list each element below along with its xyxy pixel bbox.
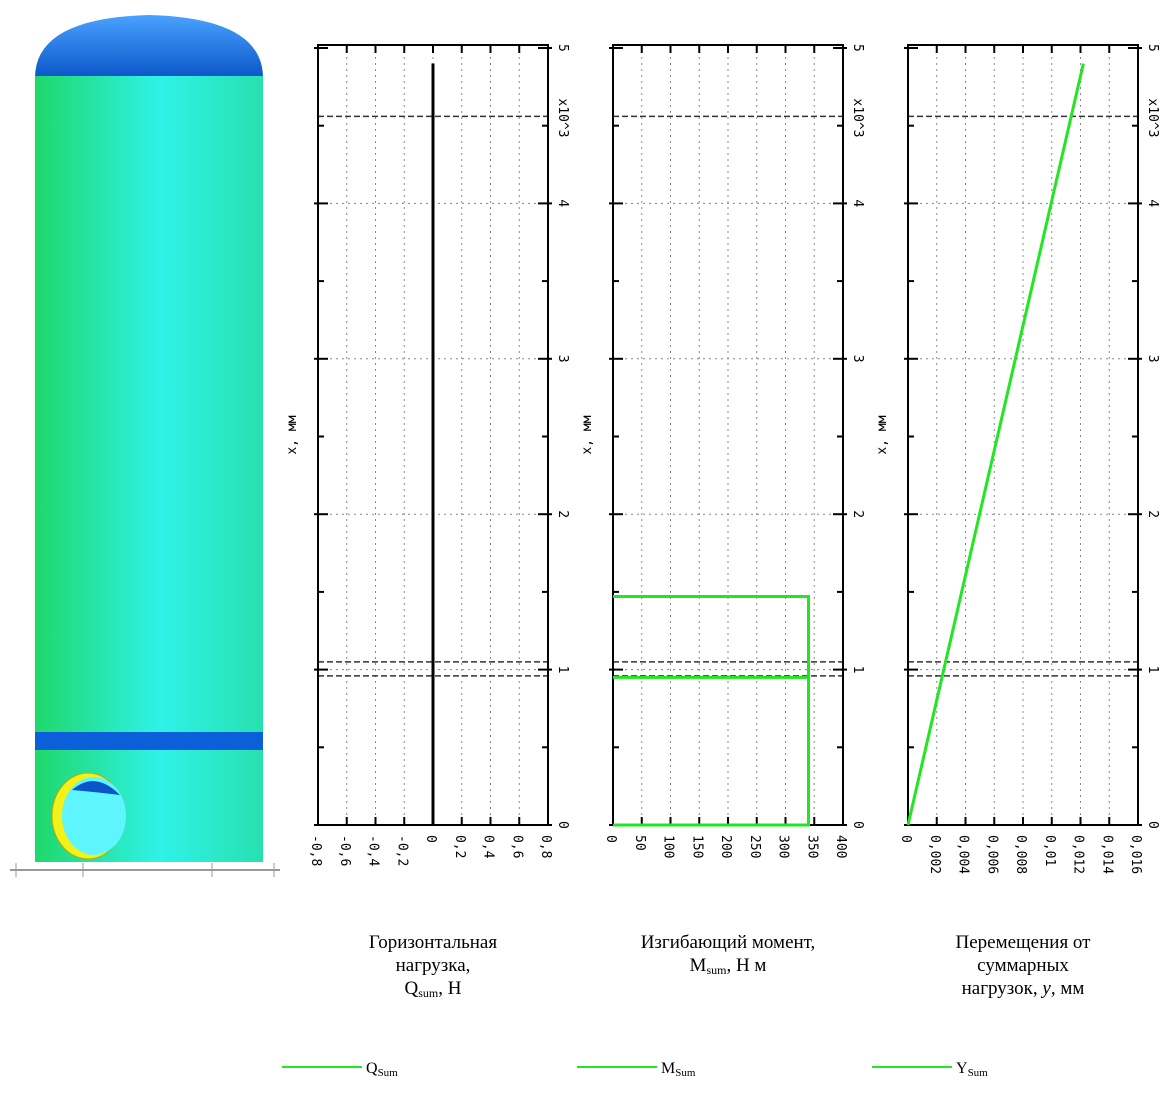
- x-tick-label: 1: [1145, 666, 1160, 674]
- title-part: , Н м: [726, 955, 766, 976]
- title-part: Q: [405, 978, 419, 999]
- legend-entry: QSum: [366, 1060, 398, 1079]
- x-axis-label: x, мм: [285, 415, 300, 454]
- x-tick-label: 1: [850, 666, 865, 674]
- vessel-drawing: [10, 15, 280, 877]
- y-tick-label: 0,01: [1042, 835, 1057, 866]
- chart-title: Msum, Н м: [690, 955, 767, 977]
- title-part: нагрузок,: [962, 978, 1043, 999]
- chart-title: суммарных: [977, 955, 1069, 976]
- x-tick-label: 5: [555, 44, 570, 52]
- y-tick-label: 150: [689, 835, 704, 858]
- x-axis-label: x, мм: [580, 415, 595, 454]
- x-tick-label: 1: [555, 666, 570, 674]
- legend-entry: YSum: [956, 1060, 988, 1079]
- y-tick-label: 400: [833, 835, 848, 858]
- y-tick-label: 0,2: [452, 835, 467, 858]
- y-tick-label: -0,6: [337, 835, 352, 866]
- legend-name: M: [661, 1060, 675, 1077]
- y-tick-label: 0: [898, 835, 913, 843]
- legend-entry: MSum: [661, 1060, 696, 1079]
- title-part: sum: [418, 986, 439, 1000]
- x-scale-label: x10^3: [850, 98, 865, 137]
- title-part: Перемещения от: [956, 932, 1092, 953]
- y-tick-label: 0,4: [481, 835, 496, 859]
- title-part: , мм: [1051, 978, 1085, 999]
- y-tick-label: -0,2: [394, 835, 409, 866]
- x-tick-label: 4: [555, 199, 570, 207]
- y-tick-label: -0,8: [308, 835, 323, 866]
- title-part: M: [690, 955, 707, 976]
- chart-title: Горизонтальная: [369, 932, 497, 953]
- chart-title: нагрузок, y, мм: [962, 978, 1085, 999]
- y-tick-label: 100: [661, 835, 676, 858]
- y-tick-label: 0,004: [956, 835, 971, 874]
- legend-name: Y: [956, 1060, 968, 1077]
- x-tick-label: 4: [1145, 199, 1160, 207]
- x-axis-label: x, мм: [875, 415, 890, 454]
- x-scale-label: x10^3: [555, 98, 570, 137]
- chart-title: нагрузка,: [396, 955, 471, 976]
- legend-name-sub: Sum: [378, 1067, 399, 1079]
- y-tick-label: 350: [804, 835, 819, 858]
- legend-name-sub: Sum: [968, 1067, 989, 1079]
- x-tick-label: 5: [850, 44, 865, 52]
- y-tick-label: 0,012: [1071, 835, 1086, 874]
- chart-title: Qsum, Н: [405, 978, 462, 1000]
- x-tick-label: 5: [1145, 44, 1160, 52]
- y-tick-label: 50: [632, 835, 647, 851]
- title-part: нагрузка,: [396, 955, 471, 976]
- chart: -0,8-0,6-0,4-0,200,20,40,60,8012345x, мм…: [0, 0, 1170, 1100]
- y-tick-label: 0: [423, 835, 438, 843]
- x-tick-label: 0: [555, 821, 570, 829]
- chart-title: Изгибающий момент,: [641, 932, 816, 953]
- x-tick-label: 3: [1145, 355, 1160, 363]
- title-part: sum: [706, 963, 727, 977]
- x-tick-label: 3: [850, 355, 865, 363]
- y-tick-label: 200: [718, 835, 733, 858]
- series-line: [908, 64, 1083, 825]
- title-part: Изгибающий момент,: [641, 932, 816, 953]
- y-tick-label: 250: [747, 835, 762, 858]
- title-part: y: [1040, 978, 1051, 999]
- x-scale-label: x10^3: [1145, 98, 1160, 137]
- legend-name-sub: Sum: [675, 1067, 696, 1079]
- series-line: [613, 597, 809, 825]
- y-tick-label: 0,006: [984, 835, 999, 874]
- chart-title: Перемещения от: [956, 932, 1092, 953]
- legend-name: Q: [366, 1060, 378, 1077]
- y-tick-label: 0,016: [1128, 835, 1143, 874]
- title-part: Горизонтальная: [369, 932, 497, 953]
- title-part: суммарных: [977, 955, 1069, 976]
- x-tick-label: 3: [555, 355, 570, 363]
- y-tick-label: 0,008: [1013, 835, 1028, 874]
- y-tick-label: 0,014: [1099, 835, 1114, 874]
- y-tick-label: 0,6: [509, 835, 524, 858]
- x-tick-label: 2: [555, 510, 570, 518]
- x-tick-label: 0: [850, 821, 865, 829]
- x-tick-label: 2: [850, 510, 865, 518]
- x-tick-label: 0: [1145, 821, 1160, 829]
- y-tick-label: 0,8: [538, 835, 553, 858]
- y-tick-label: 300: [776, 835, 791, 858]
- x-tick-label: 2: [1145, 510, 1160, 518]
- y-tick-label: 0,002: [927, 835, 942, 874]
- title-part: , Н: [438, 978, 462, 999]
- x-tick-label: 4: [850, 199, 865, 207]
- y-tick-label: -0,4: [366, 835, 381, 866]
- y-tick-label: 0: [603, 835, 618, 843]
- page: {"chart_data": [ {"type": "line", "x_lab…: [0, 0, 1170, 1105]
